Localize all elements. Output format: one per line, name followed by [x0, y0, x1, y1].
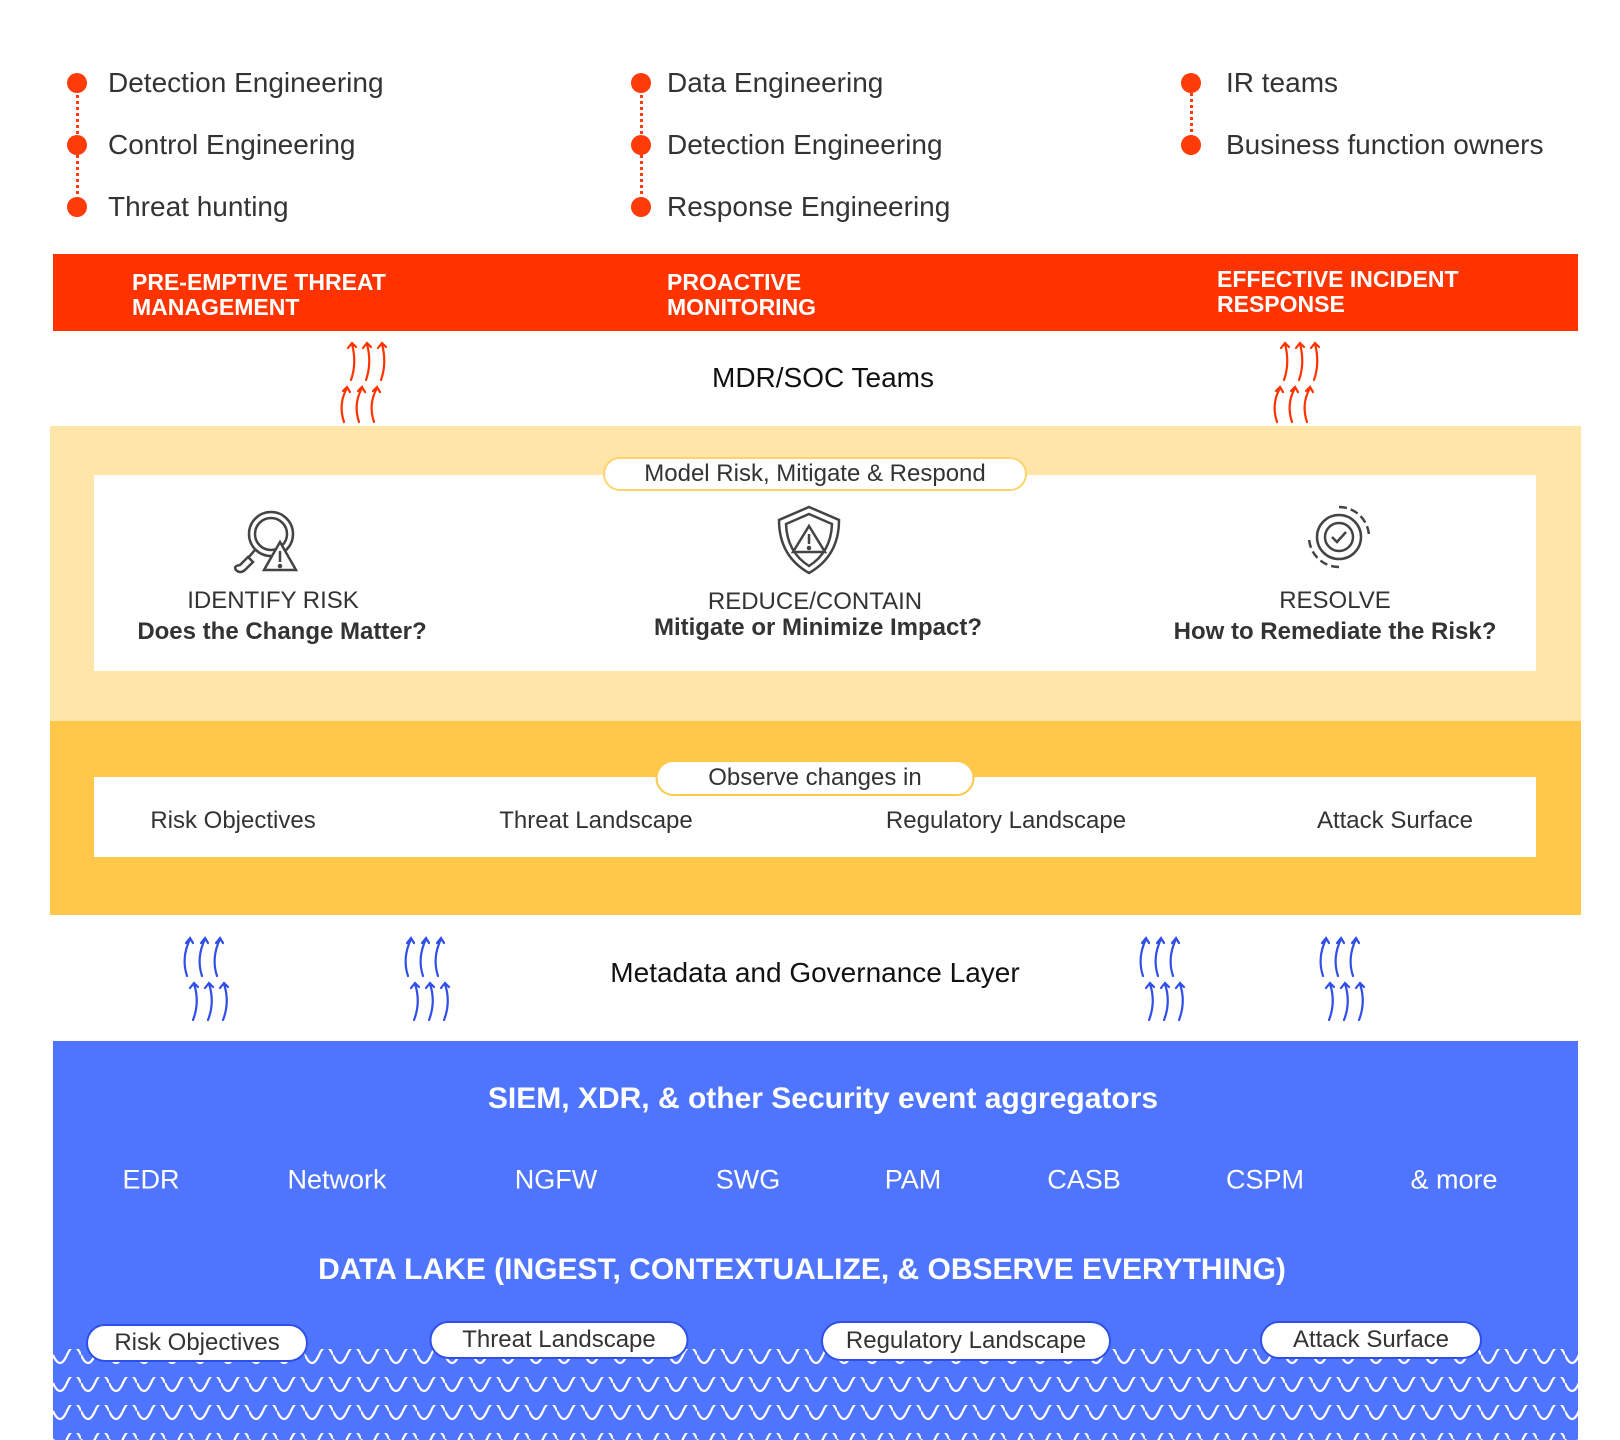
bullet-dot [67, 197, 87, 217]
up-arrows-icon [1273, 341, 1321, 424]
bullet-dot [631, 197, 651, 217]
data-lake-pill: Threat Landscape [429, 1321, 689, 1359]
bullet-dot [631, 73, 651, 93]
role-item: Data Engineering [667, 67, 884, 98]
source-item: SWG [715, 1164, 781, 1195]
outcome-pre-emptive: PRE-EMPTIVE THREAT MANAGEMENT [132, 269, 386, 320]
source-item: PAM [884, 1164, 942, 1195]
role-item: Detection Engineering [108, 67, 384, 98]
data-lake-pill: Attack Surface [1260, 1321, 1482, 1359]
mdr-soc-label: MDR/SOC Teams [712, 362, 934, 393]
model-risk-box [94, 475, 1536, 671]
observe-item: Regulatory Landscape [885, 807, 1127, 834]
role-item: Control Engineering [108, 129, 356, 160]
data-section: SIEM, XDR, & other Security event aggreg… [53, 1041, 1578, 1440]
source-item: CASB [1047, 1164, 1121, 1195]
up-arrows-icon [1139, 936, 1186, 1022]
role-item: Business function owners [1226, 129, 1544, 160]
data-lake-pill: Risk Objectives [86, 1324, 308, 1362]
outcome-incident-response: EFFECTIVE INCIDENT RESPONSE [1217, 266, 1459, 317]
magnifier-warning-icon [233, 510, 299, 574]
role-item: Detection Engineering [667, 129, 943, 160]
metadata-layer-label: Metadata and Governance Layer [610, 957, 1020, 988]
bullet-dot [1181, 73, 1201, 93]
step-question-resolve: How to Remediate the Risk? [1173, 618, 1497, 645]
data-lake-title: DATA LAKE (INGEST, CONTEXTUALIZE, & OBSE… [318, 1253, 1286, 1286]
step-title-identify: IDENTIFY RISK [187, 587, 359, 614]
source-item: Network [287, 1164, 387, 1195]
observe-pill: Observe changes in [655, 760, 975, 796]
step-question-identify: Does the Change Matter? [137, 618, 427, 645]
bullet-dot [67, 135, 87, 155]
data-lake-pill: Regulatory Landscape [821, 1321, 1111, 1361]
observe-item: Attack Surface [1316, 807, 1474, 834]
observe-item: Risk Objectives [150, 807, 316, 834]
outcome-proactive: PROACTIVE MONITORING [667, 269, 817, 320]
role-item: IR teams [1226, 67, 1339, 98]
model-risk-pill: Model Risk, Mitigate & Respond [603, 457, 1027, 491]
outcomes-banner: PRE-EMPTIVE THREAT MANAGEMENT PROACTIVE … [53, 254, 1578, 331]
bullet-dot [631, 135, 651, 155]
waves-pattern [53, 1343, 1578, 1440]
up-arrows-icon [340, 341, 388, 424]
step-title-reduce: REDUCE/CONTAIN [707, 588, 923, 615]
up-arrows-icon [183, 936, 230, 1022]
bullet-dot [1181, 135, 1201, 155]
up-arrows-icon [1319, 936, 1366, 1022]
source-item: NGFW [514, 1164, 598, 1195]
step-title-resolve: RESOLVE [1279, 587, 1391, 614]
bullet-dot [67, 73, 87, 93]
source-item: CSPM [1225, 1164, 1305, 1195]
observe-item: Threat Landscape [499, 807, 693, 834]
up-arrows-icon [404, 936, 451, 1022]
role-item: Threat hunting [108, 191, 289, 222]
step-question-reduce: Mitigate or Minimize Impact? [653, 614, 983, 641]
gear-check-icon [1307, 505, 1371, 569]
dotted-connector [1190, 88, 1193, 144]
aggregators-title: SIEM, XDR, & other Security event aggreg… [487, 1082, 1159, 1115]
role-item: Response Engineering [667, 191, 951, 222]
shield-warning-icon [777, 505, 841, 575]
source-item: & more [1410, 1164, 1498, 1195]
source-item: EDR [122, 1164, 180, 1195]
